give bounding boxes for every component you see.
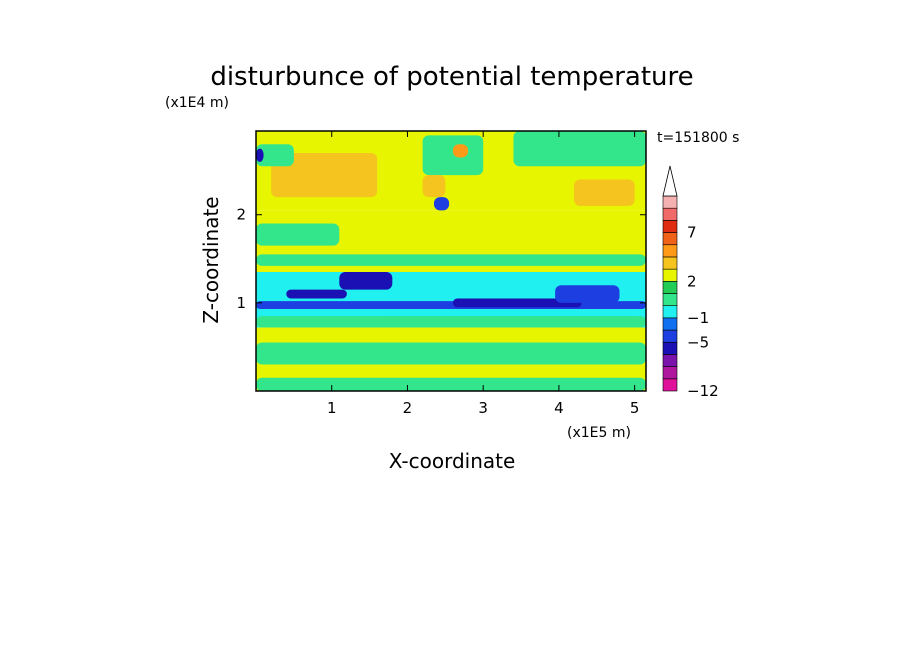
chart-title: disturbunce of potential temperature <box>210 62 693 92</box>
field-feature-12 <box>513 131 646 167</box>
colorbar-segment-11 <box>662 244 678 258</box>
field-feature-7 <box>555 285 620 303</box>
field-feature-17 <box>433 197 450 211</box>
y-scale-label: (x1E4 m) <box>165 95 229 111</box>
colorbar-segment-13 <box>662 220 678 233</box>
colorbar-extend-arrow <box>662 165 678 197</box>
colorbar-segment-2 <box>662 354 678 367</box>
colorbar-label-1: 2 <box>687 272 697 290</box>
field-feature-4 <box>286 289 347 299</box>
colorbar-segment-6 <box>662 305 678 319</box>
colorbar-segment-15 <box>662 195 678 209</box>
colorbar-segment-7 <box>662 293 678 306</box>
colorbar-label-3: −5 <box>687 333 709 351</box>
colorbar-label-2: −1 <box>687 309 709 327</box>
y-tick-label-0: 1 <box>236 294 246 312</box>
colorbar-segment-12 <box>662 232 678 246</box>
field-feature-9 <box>256 377 646 391</box>
plot-frame <box>255 130 647 392</box>
field-feature-10 <box>271 153 378 198</box>
x-tick-label-4: 5 <box>630 399 640 417</box>
x-axis-label: X-coordinate <box>389 449 516 473</box>
colorbar-segment-8 <box>662 281 678 294</box>
field-feature-11 <box>422 135 484 176</box>
field-feature-8 <box>256 342 646 365</box>
colorbar-segment-10 <box>662 256 678 270</box>
x-tick-label-3: 4 <box>554 399 564 417</box>
colorbar-segment-0 <box>662 378 678 392</box>
colorbar-segment-9 <box>662 268 678 282</box>
colorbar-segment-1 <box>662 366 678 380</box>
field-feature-1 <box>256 316 646 328</box>
field-feature-6 <box>452 298 582 308</box>
time-label: t=151800 s <box>657 130 739 146</box>
field-feature-14 <box>256 223 340 246</box>
plot-area <box>255 130 647 392</box>
x-tick-label-2: 3 <box>478 399 488 417</box>
x-scale-label: (x1E5 m) <box>567 425 631 441</box>
x-axis-ticks: 1 2 3 4 5 <box>327 131 639 417</box>
x-tick-label-0: 1 <box>327 399 337 417</box>
colorbar: 7 2 −1 −5 −12 <box>662 165 719 400</box>
y-axis-label: Z-coordinate <box>199 196 223 323</box>
field-feature-5 <box>339 272 393 290</box>
field-feature-16 <box>256 148 264 162</box>
field-feature-19 <box>422 175 446 198</box>
colorbar-segment-3 <box>662 341 678 355</box>
x-tick-label-1: 2 <box>403 399 413 417</box>
colorbar-label-4: −12 <box>687 382 719 400</box>
field-feature-18 <box>452 144 469 158</box>
field-feature-13 <box>574 179 635 206</box>
colorbar-label-0: 7 <box>687 224 697 242</box>
y-axis-ticks: 12 <box>236 206 646 312</box>
field-feature-15 <box>256 144 294 167</box>
colorbar-segment-5 <box>662 317 678 331</box>
field-feature-0 <box>256 254 646 266</box>
colorbar-segment-14 <box>662 207 678 221</box>
colorbar-segment-4 <box>662 329 678 343</box>
y-tick-label-1: 2 <box>236 206 246 224</box>
